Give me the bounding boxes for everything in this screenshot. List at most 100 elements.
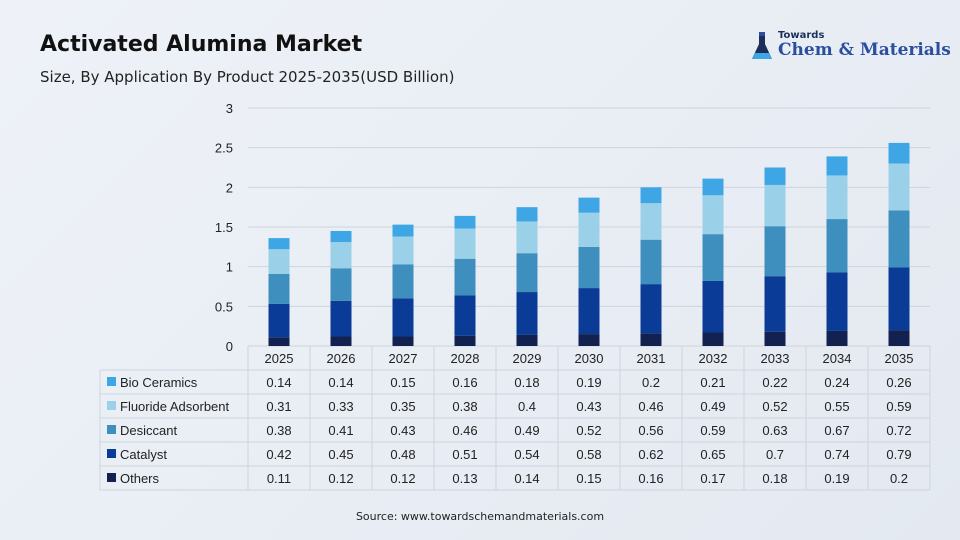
bar-segment (640, 239, 662, 285)
data-label: 0.49 (514, 423, 539, 438)
x-tick-label: 2031 (637, 351, 666, 366)
logo-small-text: Towards (778, 30, 825, 41)
data-label: 0.38 (452, 399, 477, 414)
bar-segment (888, 142, 910, 164)
bar-segment (454, 228, 476, 259)
y-tick-label: 3 (226, 101, 233, 116)
data-label: 0.19 (824, 471, 849, 486)
bar-segment (578, 246, 600, 289)
x-tick-label: 2028 (451, 351, 480, 366)
bar-segment (702, 195, 724, 235)
data-label: 0.38 (266, 423, 291, 438)
bar-segment (330, 336, 352, 346)
data-label: 0.59 (886, 399, 911, 414)
y-tick-label: 1.5 (215, 220, 233, 235)
bar-segment (578, 212, 600, 247)
bar-segment (578, 288, 600, 335)
bar-segment (702, 280, 724, 333)
data-label: 0.42 (266, 447, 291, 462)
bar-segment (702, 332, 724, 346)
bar-segment (640, 333, 662, 346)
bar-segment (640, 284, 662, 334)
data-label: 0.51 (452, 447, 477, 462)
x-tick-label: 2030 (575, 351, 604, 366)
data-label: 0.52 (762, 399, 787, 414)
data-label: 0.59 (700, 423, 725, 438)
data-label: 0.62 (638, 447, 663, 462)
y-tick-label: 1 (226, 260, 233, 275)
data-label: 0.14 (514, 471, 539, 486)
bar-segment (454, 215, 476, 229)
data-label: 0.16 (452, 375, 477, 390)
bar-segment (268, 249, 290, 274)
data-label: 0.13 (452, 471, 477, 486)
data-label: 0.2 (890, 471, 908, 486)
data-label: 0.43 (576, 399, 601, 414)
data-label: 0.43 (390, 423, 415, 438)
bar-segment (826, 330, 848, 346)
data-label: 0.12 (390, 471, 415, 486)
bar-segment (330, 242, 352, 269)
data-label: 0.16 (638, 471, 663, 486)
data-label: 0.48 (390, 447, 415, 462)
data-label: 0.24 (824, 375, 849, 390)
legend-swatch (107, 473, 116, 482)
legend-label: Bio Ceramics (120, 375, 198, 390)
x-tick-label: 2029 (513, 351, 542, 366)
data-label: 0.65 (700, 447, 725, 462)
data-label: 0.56 (638, 423, 663, 438)
bar-segment (392, 336, 414, 346)
data-label: 0.46 (638, 399, 663, 414)
data-label: 0.11 (267, 471, 291, 486)
bar-segment (640, 187, 662, 204)
x-tick-label: 2032 (699, 351, 728, 366)
data-label: 0.58 (576, 447, 601, 462)
bar-segment (888, 210, 910, 268)
bar-segment (578, 197, 600, 213)
bar-segment (516, 253, 538, 293)
bar-segment (764, 276, 786, 332)
bar-segment (268, 337, 290, 346)
bar-segment (454, 258, 476, 296)
y-tick-label: 0.5 (215, 299, 233, 314)
x-tick-label: 2034 (823, 351, 852, 366)
data-label: 0.15 (390, 375, 415, 390)
legend-swatch (107, 425, 116, 434)
bar-segment (392, 236, 414, 265)
brand-logo: Towards Chem & Materials (750, 30, 951, 64)
bar-segment (330, 268, 352, 301)
x-tick-label: 2035 (885, 351, 914, 366)
data-label: 0.22 (762, 375, 787, 390)
bar-segment (826, 219, 848, 273)
data-label: 0.55 (824, 399, 849, 414)
legend-label: Fluoride Adsorbent (120, 399, 230, 414)
bar-segment (392, 298, 414, 337)
data-label: 0.31 (266, 399, 291, 414)
flask-icon (752, 32, 772, 59)
bar-segment (578, 334, 600, 346)
data-label: 0.49 (700, 399, 725, 414)
y-tick-label: 2.5 (215, 141, 233, 156)
data-label: 0.26 (886, 375, 911, 390)
data-label: 0.67 (824, 423, 849, 438)
bar-segment (888, 267, 910, 331)
data-label: 0.7 (766, 447, 784, 462)
bar-segment (454, 335, 476, 346)
bar-segment (764, 167, 786, 185)
data-label: 0.21 (700, 375, 725, 390)
legend-label: Catalyst (120, 447, 167, 462)
data-label: 0.74 (824, 447, 849, 462)
chart-subtitle: Size, By Application By Product 2025-203… (40, 68, 455, 86)
data-label: 0.15 (576, 471, 601, 486)
data-label: 0.12 (328, 471, 353, 486)
bar-segment (702, 178, 724, 196)
bar-segment (764, 226, 786, 277)
data-label: 0.72 (886, 423, 911, 438)
data-label: 0.63 (762, 423, 787, 438)
data-label: 0.19 (576, 375, 601, 390)
bar-segment (888, 163, 910, 211)
data-label: 0.17 (700, 471, 725, 486)
bar-segment (702, 234, 724, 281)
data-label: 0.14 (328, 375, 353, 390)
